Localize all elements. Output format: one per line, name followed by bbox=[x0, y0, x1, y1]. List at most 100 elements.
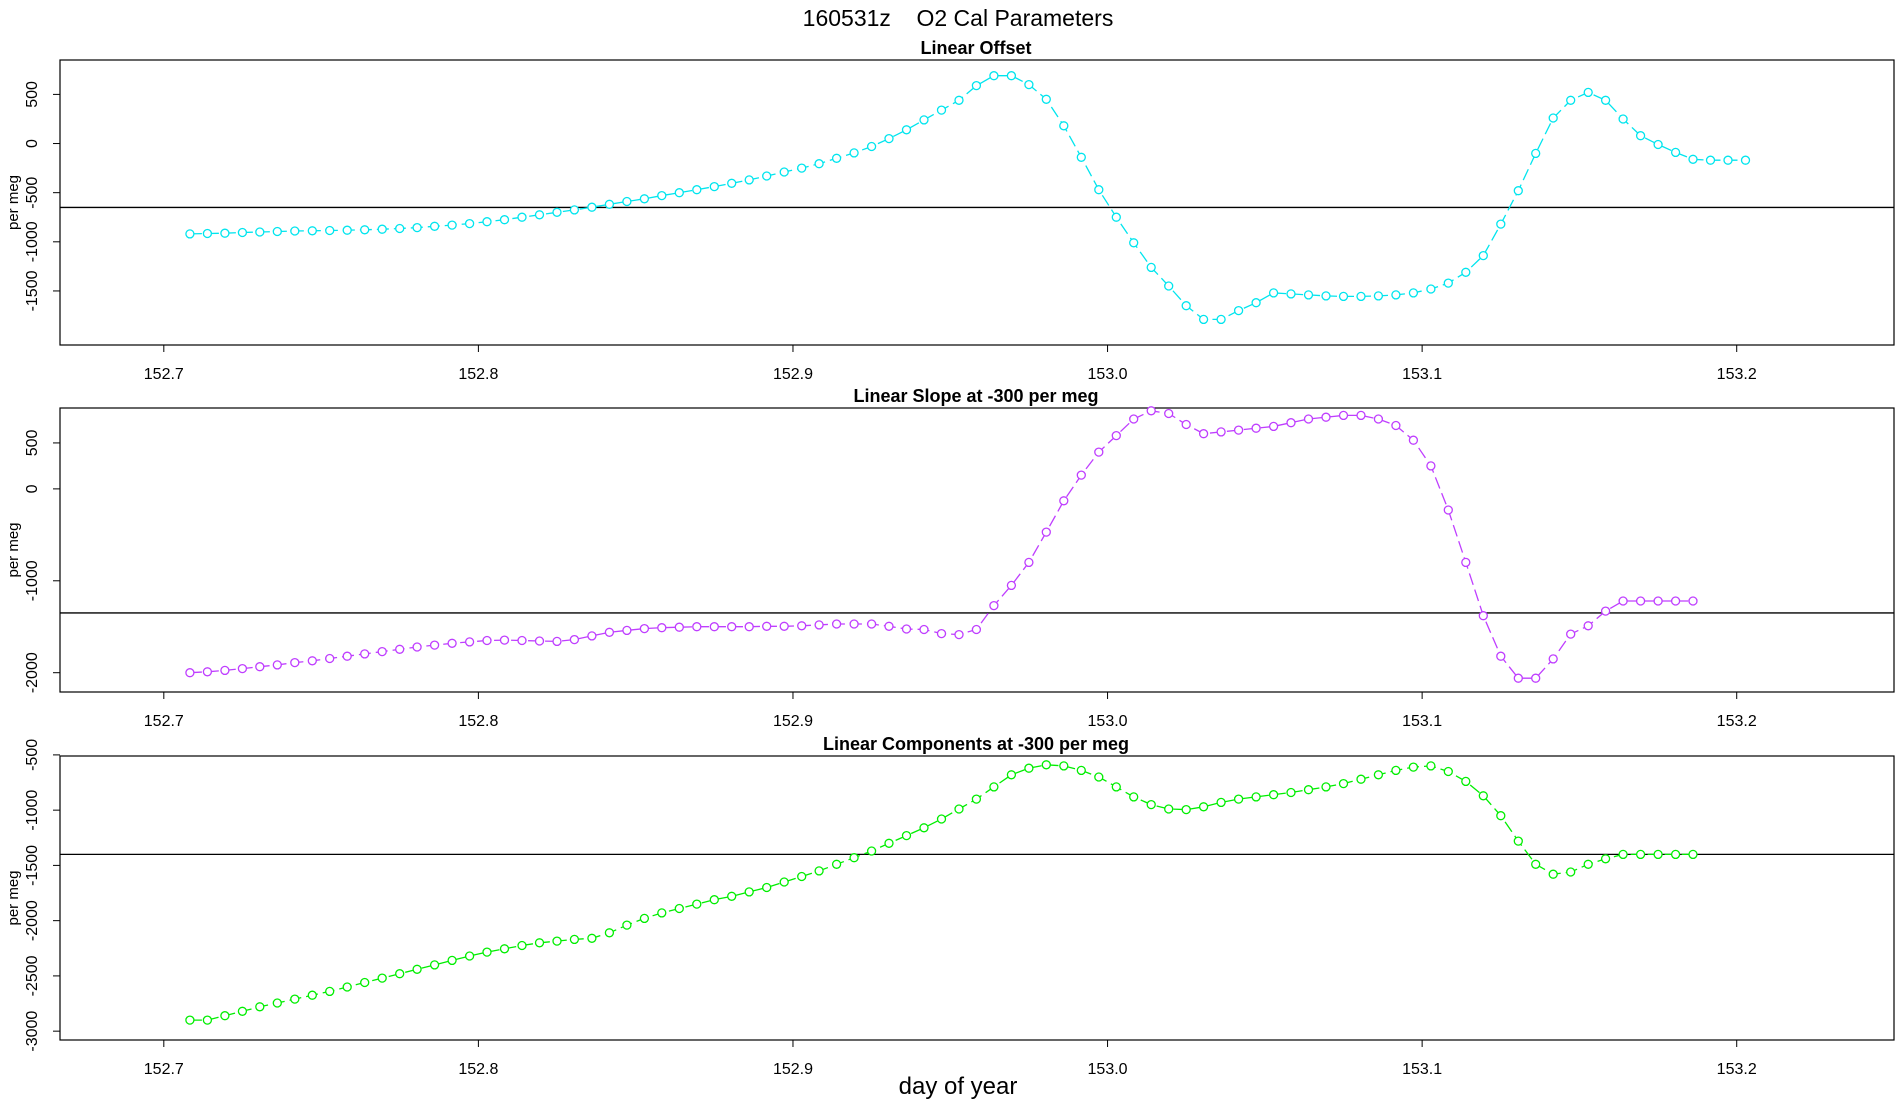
data-point bbox=[1373, 291, 1384, 301]
data-point bbox=[1408, 435, 1419, 445]
data-point bbox=[1653, 596, 1663, 606]
data-point bbox=[429, 221, 440, 231]
data-point bbox=[1566, 629, 1576, 639]
plot-frame bbox=[59, 407, 1895, 693]
data-point bbox=[1216, 427, 1226, 437]
data-point bbox=[1076, 765, 1086, 776]
data-point bbox=[744, 622, 754, 632]
x-tick-label: 152.7 bbox=[144, 713, 184, 730]
data-point bbox=[692, 622, 702, 632]
data-point bbox=[1566, 867, 1576, 877]
panel-title: Linear Offset bbox=[920, 38, 1031, 58]
data-point bbox=[1164, 281, 1174, 291]
data-point bbox=[692, 185, 702, 195]
x-tick-label: 152.8 bbox=[458, 1061, 498, 1078]
data-point bbox=[1321, 291, 1331, 301]
data-point bbox=[831, 153, 842, 163]
data-point bbox=[657, 908, 667, 918]
data-point bbox=[1653, 139, 1663, 150]
data-point bbox=[377, 224, 387, 234]
data-point bbox=[657, 190, 667, 201]
data-point bbox=[1635, 849, 1646, 860]
data-point bbox=[866, 141, 877, 152]
data-point bbox=[1076, 470, 1086, 480]
data-point bbox=[1461, 776, 1471, 787]
data-point bbox=[395, 969, 405, 979]
data-point bbox=[447, 220, 457, 230]
data-point bbox=[849, 619, 859, 629]
data-point bbox=[971, 794, 982, 804]
data-point bbox=[237, 663, 248, 674]
data-point bbox=[1688, 596, 1698, 606]
x-tick-label: 153.0 bbox=[1088, 713, 1128, 730]
data-point bbox=[360, 649, 370, 659]
data-point bbox=[1426, 284, 1436, 294]
data-point bbox=[185, 229, 195, 239]
data-point bbox=[464, 637, 475, 647]
data-point bbox=[377, 646, 387, 657]
figure-title: 160531z O2 Cal Parameters bbox=[803, 5, 1114, 31]
data-point bbox=[1496, 219, 1506, 229]
data-point bbox=[290, 226, 300, 236]
data-point bbox=[1688, 849, 1698, 860]
data-point bbox=[849, 853, 859, 863]
x-tick-label: 152.8 bbox=[458, 366, 498, 383]
data-point bbox=[1478, 791, 1488, 801]
data-point bbox=[884, 621, 894, 631]
data-point bbox=[971, 80, 982, 91]
data-point bbox=[569, 934, 580, 945]
data-point bbox=[482, 217, 492, 227]
data-point bbox=[1024, 763, 1034, 773]
data-point bbox=[622, 196, 632, 207]
panel-title: Linear Slope at -300 per meg bbox=[853, 386, 1098, 406]
data-point bbox=[1024, 79, 1034, 90]
data-point bbox=[1618, 849, 1628, 860]
data-point bbox=[1164, 804, 1174, 814]
data-point bbox=[1600, 606, 1611, 616]
data-point bbox=[1583, 859, 1593, 869]
data-point bbox=[1740, 155, 1751, 165]
x-tick-label: 153.2 bbox=[1717, 366, 1757, 383]
data-point bbox=[1181, 301, 1191, 311]
data-point bbox=[1216, 797, 1226, 808]
data-point bbox=[237, 1006, 248, 1016]
data-point bbox=[814, 866, 824, 876]
data-point bbox=[482, 947, 492, 957]
data-point bbox=[622, 920, 632, 930]
x-tick-label: 152.8 bbox=[458, 713, 498, 730]
data-point bbox=[1373, 770, 1384, 780]
data-point bbox=[1670, 596, 1681, 606]
data-point bbox=[202, 1015, 213, 1025]
data-point bbox=[1041, 94, 1051, 104]
data-point bbox=[1286, 289, 1296, 299]
data-point bbox=[1531, 148, 1541, 159]
data-point bbox=[814, 620, 824, 630]
data-point bbox=[831, 859, 842, 869]
data-point bbox=[1496, 651, 1506, 661]
data-point bbox=[1198, 802, 1209, 812]
data-point bbox=[1006, 71, 1017, 81]
data-point bbox=[342, 651, 352, 661]
series-line bbox=[189, 75, 1746, 321]
data-point bbox=[534, 636, 545, 646]
data-point bbox=[727, 178, 737, 188]
data-point bbox=[1548, 869, 1558, 879]
data-point bbox=[1006, 580, 1017, 591]
data-point bbox=[412, 642, 422, 652]
series-line bbox=[189, 764, 1693, 1021]
y-tick-label: -500 bbox=[24, 177, 41, 209]
data-point bbox=[1618, 114, 1628, 124]
data-point bbox=[534, 938, 545, 948]
data-point bbox=[1653, 849, 1663, 860]
x-tick-label: 153.2 bbox=[1717, 713, 1757, 730]
data-point bbox=[622, 625, 632, 636]
data-point bbox=[1338, 778, 1349, 789]
panel-title: Linear Components at -300 per meg bbox=[823, 734, 1129, 754]
x-tick-label: 152.7 bbox=[144, 1061, 184, 1078]
data-point bbox=[604, 199, 615, 209]
data-point bbox=[744, 887, 754, 897]
y-axis-title: per meg bbox=[5, 522, 22, 577]
data-point bbox=[307, 990, 317, 1000]
data-point bbox=[1164, 408, 1174, 419]
panel-linear-slope: Linear Slope at -300 per meg 152.7 152.8 1… bbox=[5, 386, 1895, 730]
